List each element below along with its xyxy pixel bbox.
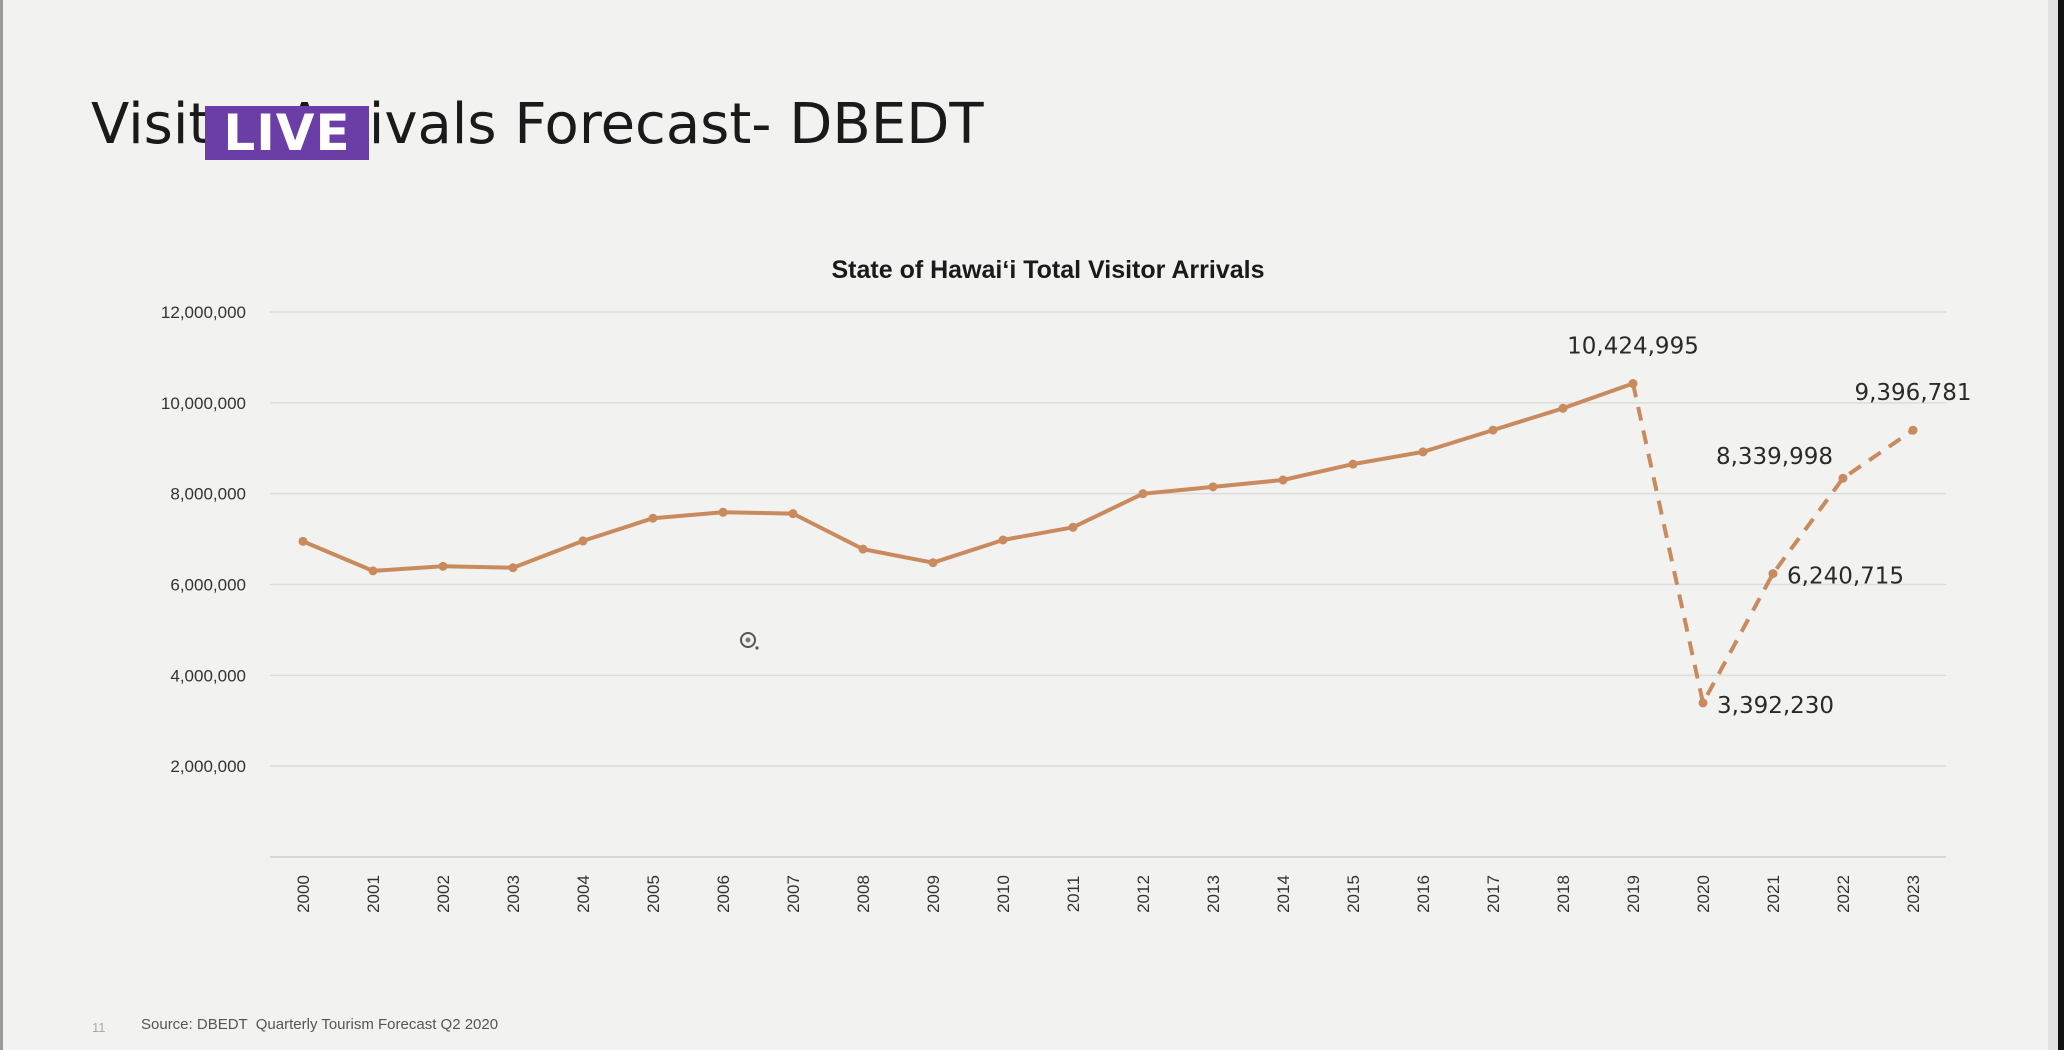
data-point bbox=[1488, 425, 1498, 435]
data-labels: 10,424,995 3,392,230 6,240,715 8,339,998 9,3… bbox=[1567, 334, 1971, 719]
data-point bbox=[1348, 459, 1358, 469]
data-point bbox=[1278, 475, 1288, 485]
page-number: 11 bbox=[92, 1020, 106, 1035]
cursor-icon bbox=[739, 631, 763, 659]
x-tick-label: 2014 bbox=[1274, 875, 1293, 913]
x-tick-label: 2021 bbox=[1764, 875, 1783, 913]
series-lines bbox=[301, 381, 1915, 705]
source-note: Source: DBEDT Quarterly Tourism Forecast… bbox=[141, 1016, 499, 1033]
data-point bbox=[1628, 379, 1638, 389]
data-point bbox=[788, 509, 798, 519]
data-point bbox=[1908, 425, 1918, 435]
x-tick-label: 2013 bbox=[1204, 875, 1223, 913]
y-tick-label: 12,000,000 bbox=[161, 303, 246, 322]
y-tick-label: 2,000,000 bbox=[170, 757, 246, 776]
data-point bbox=[1208, 482, 1218, 492]
slide-left-edge bbox=[0, 0, 3, 1050]
data-label: 9,396,781 bbox=[1854, 380, 1971, 406]
data-point bbox=[718, 507, 728, 517]
data-point bbox=[1418, 447, 1428, 457]
y-tick-label: 6,000,000 bbox=[170, 576, 246, 595]
x-tick-label: 2005 bbox=[644, 875, 663, 913]
data-label: 3,392,230 bbox=[1717, 693, 1834, 719]
data-point bbox=[1138, 489, 1148, 499]
data-point bbox=[1838, 473, 1848, 483]
data-point bbox=[368, 566, 378, 576]
x-tick-label: 2000 bbox=[294, 875, 313, 913]
data-point bbox=[508, 563, 518, 573]
x-tick-label: 2010 bbox=[994, 875, 1013, 913]
data-point bbox=[1558, 403, 1568, 413]
actual-series-line bbox=[301, 381, 1635, 573]
gridlines bbox=[270, 311, 1946, 858]
x-tick-label: 2001 bbox=[364, 875, 383, 913]
y-tick-label: 10,000,000 bbox=[161, 394, 246, 413]
data-label: 8,339,998 bbox=[1716, 444, 1833, 470]
data-point bbox=[1768, 569, 1778, 579]
x-tick-label: 2020 bbox=[1694, 875, 1713, 913]
data-label: 10,424,995 bbox=[1567, 334, 1699, 360]
x-tick-label: 2003 bbox=[504, 875, 523, 913]
data-point bbox=[578, 536, 588, 546]
x-tick-label: 2022 bbox=[1834, 875, 1853, 913]
x-tick-label: 2008 bbox=[854, 875, 873, 913]
x-tick-label: 2002 bbox=[434, 875, 453, 913]
x-tick-label: 2023 bbox=[1904, 875, 1923, 913]
forecast-series-line bbox=[1631, 383, 1915, 705]
data-label: 6,240,715 bbox=[1787, 564, 1904, 590]
x-tick-label: 2016 bbox=[1414, 875, 1433, 913]
x-tick-label: 2018 bbox=[1554, 875, 1573, 913]
data-point bbox=[298, 536, 308, 546]
data-point bbox=[648, 513, 658, 523]
data-point bbox=[438, 561, 448, 571]
data-point bbox=[998, 535, 1008, 545]
x-tick-label: 2007 bbox=[784, 875, 803, 913]
slide-right-margin bbox=[2048, 0, 2058, 1050]
x-tick-label: 2004 bbox=[574, 875, 593, 913]
x-tick-label: 2011 bbox=[1064, 876, 1083, 913]
x-tick-label: 2015 bbox=[1344, 875, 1363, 913]
slide-right-edge bbox=[2058, 0, 2064, 1050]
y-tick-label: 8,000,000 bbox=[170, 485, 246, 504]
x-tick-label: 2012 bbox=[1134, 875, 1153, 913]
series-points bbox=[298, 379, 1918, 708]
x-tick-label: 2009 bbox=[924, 875, 943, 913]
data-point bbox=[928, 558, 938, 568]
x-tick-label: 2019 bbox=[1624, 875, 1643, 913]
data-point bbox=[1698, 698, 1708, 708]
data-point bbox=[858, 544, 868, 554]
y-tick-label: 4,000,000 bbox=[170, 666, 246, 685]
data-point bbox=[1068, 522, 1078, 532]
x-tick-label: 2006 bbox=[714, 875, 733, 913]
x-axis-tick-labels: 2000 2001 2002 2003 2004 2005 2006 2007 2008 2009… bbox=[294, 875, 1923, 913]
x-tick-label: 2017 bbox=[1484, 875, 1503, 913]
y-axis-tick-labels: 2,000,000 4,000,000 6,000,000 8,000,000 10,0… bbox=[161, 303, 246, 776]
chart-title: State of Hawaiʻi Total Visitor Arrivals bbox=[832, 256, 1265, 284]
live-badge: LIVE bbox=[205, 106, 369, 160]
